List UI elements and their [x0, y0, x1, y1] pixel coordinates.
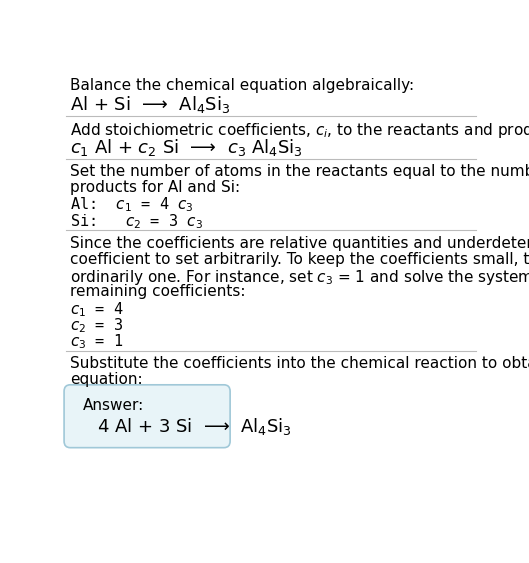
Text: $c_3$ = 1: $c_3$ = 1: [70, 332, 123, 351]
Text: 4 Al + 3 Si  ⟶  Al$_4$Si$_3$: 4 Al + 3 Si ⟶ Al$_4$Si$_3$: [97, 417, 291, 437]
Text: $c_2$ = 3: $c_2$ = 3: [70, 316, 123, 334]
Text: Al:  $c_1$ = 4 $c_3$: Al: $c_1$ = 4 $c_3$: [70, 196, 194, 215]
FancyBboxPatch shape: [64, 385, 230, 448]
Text: Balance the chemical equation algebraically:: Balance the chemical equation algebraica…: [70, 78, 414, 93]
Text: remaining coefficients:: remaining coefficients:: [70, 284, 246, 299]
Text: Al + Si  ⟶  Al$_4$Si$_3$: Al + Si ⟶ Al$_4$Si$_3$: [70, 95, 231, 115]
Text: coefficient to set arbitrarily. To keep the coefficients small, the arbitrary va: coefficient to set arbitrarily. To keep …: [70, 252, 529, 267]
Text: Answer:: Answer:: [83, 398, 144, 413]
Text: Add stoichiometric coefficients, $c_i$, to the reactants and products:: Add stoichiometric coefficients, $c_i$, …: [70, 121, 529, 140]
Text: Substitute the coefficients into the chemical reaction to obtain the balanced: Substitute the coefficients into the che…: [70, 356, 529, 371]
Text: equation:: equation:: [70, 372, 143, 387]
Text: Since the coefficients are relative quantities and underdetermined, choose a: Since the coefficients are relative quan…: [70, 236, 529, 251]
Text: Si:   $c_2$ = 3 $c_3$: Si: $c_2$ = 3 $c_3$: [70, 212, 203, 230]
Text: ordinarily one. For instance, set $c_3$ = 1 and solve the system of equations fo: ordinarily one. For instance, set $c_3$ …: [70, 268, 529, 287]
Text: products for Al and Si:: products for Al and Si:: [70, 180, 240, 195]
Text: $c_1$ Al + $c_2$ Si  ⟶  $c_3$ Al$_4$Si$_3$: $c_1$ Al + $c_2$ Si ⟶ $c_3$ Al$_4$Si$_3$: [70, 137, 303, 158]
Text: $c_1$ = 4: $c_1$ = 4: [70, 300, 124, 319]
Text: Set the number of atoms in the reactants equal to the number of atoms in the: Set the number of atoms in the reactants…: [70, 164, 529, 178]
